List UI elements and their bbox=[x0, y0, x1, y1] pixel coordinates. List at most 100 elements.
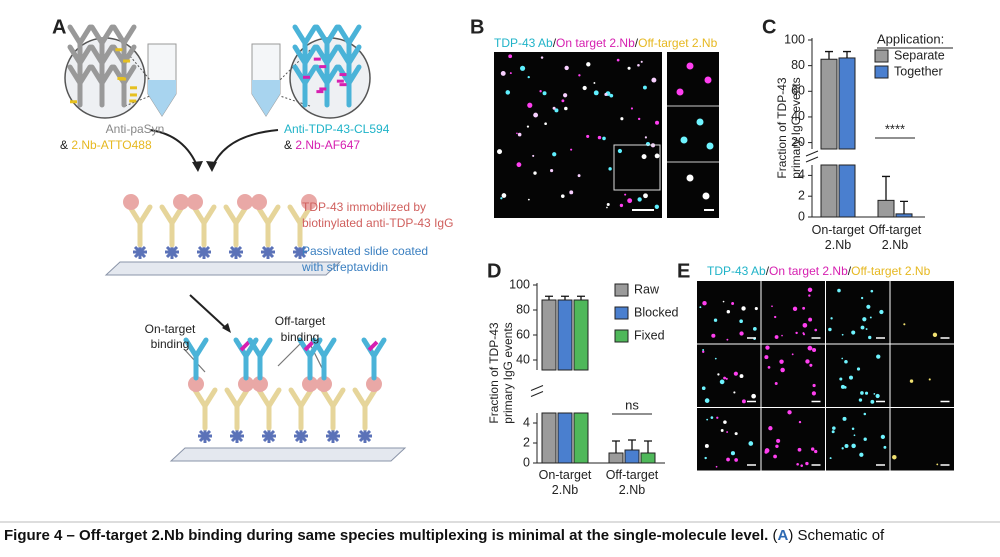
spot bbox=[765, 345, 770, 350]
antibody bbox=[223, 204, 249, 248]
reagent-label: & 2.Nb-AF647 bbox=[284, 138, 360, 152]
spot bbox=[578, 74, 581, 77]
slide bbox=[104, 261, 342, 276]
spot bbox=[533, 171, 537, 175]
spot bbox=[509, 72, 512, 75]
spot bbox=[841, 357, 844, 360]
spot bbox=[932, 332, 938, 338]
spot bbox=[570, 148, 573, 151]
spot bbox=[608, 167, 612, 171]
spot bbox=[641, 154, 647, 160]
spot bbox=[701, 350, 705, 354]
x-tick-label: Off-target 2.Nb bbox=[605, 468, 659, 497]
reagent-name: 2.Nb-ATTO488 bbox=[71, 138, 152, 152]
spot bbox=[830, 317, 833, 320]
spot bbox=[526, 125, 530, 128]
spot bbox=[561, 99, 565, 103]
micrograph-inset bbox=[667, 52, 719, 218]
annotation: Passivated slide coated bbox=[302, 244, 428, 258]
antibody bbox=[183, 337, 209, 381]
y-tick-label: 80 bbox=[516, 302, 530, 316]
panel-label: A bbox=[52, 16, 66, 38]
spots bbox=[497, 54, 714, 209]
tdp43 bbox=[123, 194, 139, 210]
spot bbox=[851, 330, 856, 335]
spot bbox=[829, 457, 832, 460]
spot bbox=[739, 319, 743, 324]
caption-bold: Figure 4 – Off-target 2.Nb binding durin… bbox=[4, 527, 769, 544]
spot bbox=[497, 149, 503, 155]
spot bbox=[519, 65, 526, 71]
micrograph bbox=[890, 408, 954, 471]
spot bbox=[841, 333, 844, 336]
spot bbox=[593, 90, 599, 96]
spot bbox=[726, 457, 730, 462]
spot bbox=[722, 300, 725, 303]
nanobody bbox=[316, 90, 324, 94]
spot bbox=[713, 318, 718, 322]
nanobody bbox=[313, 57, 321, 61]
spot bbox=[767, 365, 771, 369]
caption-text: ) Schematic of bbox=[788, 527, 885, 544]
spot bbox=[637, 197, 642, 202]
spot bbox=[858, 398, 863, 402]
annotation: Off-target bbox=[275, 314, 326, 328]
spot bbox=[655, 120, 660, 125]
bar bbox=[820, 58, 838, 150]
caption-ref: A bbox=[777, 527, 789, 544]
spot bbox=[840, 384, 845, 389]
spot bbox=[539, 90, 542, 93]
spot bbox=[606, 202, 610, 206]
bar bbox=[608, 452, 624, 464]
nanobody bbox=[339, 73, 347, 77]
spot bbox=[808, 317, 813, 322]
nanobody bbox=[319, 65, 327, 69]
spot bbox=[704, 398, 710, 403]
title-part: / bbox=[635, 36, 639, 50]
y-axis-label: primary IgG events bbox=[789, 77, 803, 178]
spot bbox=[936, 463, 939, 466]
streptavidin bbox=[293, 245, 307, 259]
y-tick-label: 4 bbox=[523, 415, 530, 429]
bar bbox=[640, 452, 656, 464]
panel-label: E bbox=[677, 260, 690, 282]
spot bbox=[865, 328, 868, 331]
legend-label: Raw bbox=[634, 282, 660, 296]
title-part: Off-target 2.Nb bbox=[851, 264, 930, 278]
spot bbox=[800, 464, 804, 467]
streptavidin bbox=[326, 429, 340, 443]
annotation: On-target bbox=[145, 322, 196, 336]
spot bbox=[676, 88, 684, 96]
micrograph bbox=[826, 408, 890, 471]
spot bbox=[841, 447, 844, 450]
spot bbox=[680, 136, 688, 144]
micrograph bbox=[826, 281, 890, 344]
spot bbox=[851, 443, 856, 449]
spot bbox=[866, 304, 871, 309]
title-part: TDP-43 Ab bbox=[707, 264, 766, 278]
spot bbox=[875, 393, 880, 399]
spot bbox=[796, 462, 799, 466]
legend-swatch bbox=[874, 49, 889, 63]
spot bbox=[550, 169, 554, 173]
spot bbox=[552, 152, 557, 157]
nanobody bbox=[129, 93, 137, 97]
nanobody bbox=[336, 79, 344, 83]
spot bbox=[542, 91, 547, 96]
bar bbox=[541, 299, 557, 371]
tdp43 bbox=[301, 194, 317, 210]
annotation: with streptavidin bbox=[301, 260, 388, 274]
x-tick-label: On-target 2.Nb bbox=[538, 468, 592, 497]
spot bbox=[620, 117, 624, 121]
spot bbox=[560, 194, 565, 198]
spot bbox=[554, 108, 559, 113]
spot bbox=[791, 353, 794, 356]
y-tick-label: 40 bbox=[516, 352, 530, 366]
spot bbox=[532, 154, 535, 157]
spot bbox=[853, 434, 856, 437]
error-bar bbox=[612, 440, 620, 453]
spot bbox=[597, 135, 602, 140]
spot bbox=[797, 447, 802, 452]
y-tick-label: 100 bbox=[509, 277, 530, 291]
spot bbox=[527, 75, 530, 79]
